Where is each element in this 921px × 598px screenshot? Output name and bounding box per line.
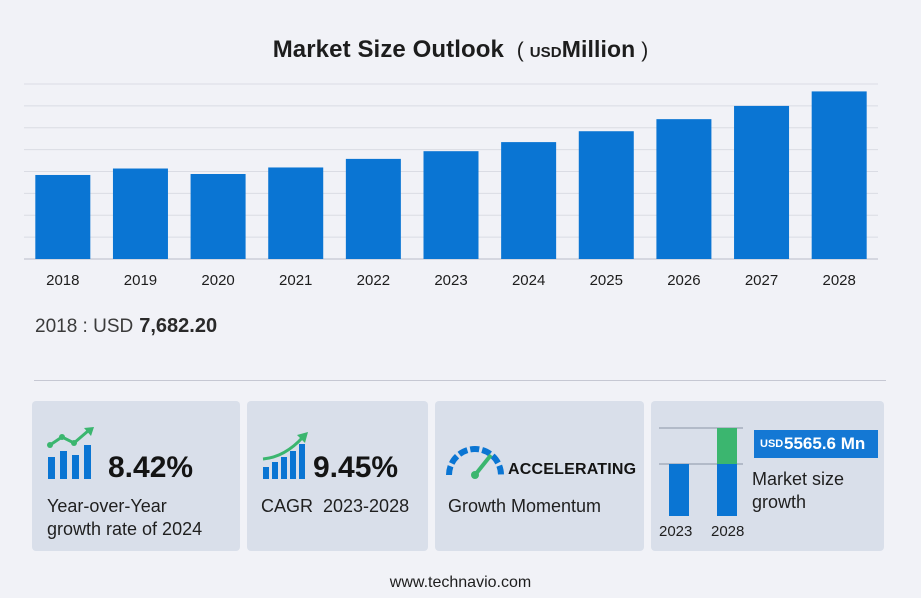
bar-2022 xyxy=(345,158,401,259)
growth-card: 2023 2028 Market size growth xyxy=(651,401,884,551)
bar-trend-icon xyxy=(262,432,308,479)
x-tick-label: 2018 xyxy=(46,272,79,289)
x-tick-label: 2021 xyxy=(279,272,312,289)
x-tick-label: 2020 xyxy=(201,272,234,289)
momentum-label: Growth Momentum xyxy=(448,496,602,516)
growth-label-1: Market size xyxy=(752,469,845,489)
title-unit-name: Million xyxy=(561,36,636,62)
page-title: Market Size Outlook ( USDMillion ) xyxy=(0,36,921,64)
bar-2020 xyxy=(190,174,246,259)
x-tick-label: 2028 xyxy=(822,272,855,289)
growth-year-a: 2023 xyxy=(659,523,693,540)
mini-bar-2028-base xyxy=(717,464,737,516)
yoy-value: 8.42% xyxy=(108,451,194,484)
footer-url: www.technavio.com xyxy=(389,574,532,591)
x-tick-label: 2023 xyxy=(434,272,467,289)
growth-mini-chart xyxy=(659,427,743,516)
value-readout: 2018 : USD 7,682.20 xyxy=(35,315,217,338)
cagr-value: 9.45% xyxy=(313,451,399,484)
x-tick-label: 2026 xyxy=(667,272,700,289)
badge-unit: USD xyxy=(760,438,784,450)
x-tick-label: 2027 xyxy=(745,272,778,289)
momentum-status: ACCELERATING xyxy=(508,461,637,478)
bar-2021 xyxy=(268,167,324,259)
x-tick-label: 2025 xyxy=(590,272,623,289)
bar-2026 xyxy=(656,119,712,259)
x-tick-label: 2019 xyxy=(124,272,157,289)
mini-bar-2028-growth xyxy=(717,428,737,464)
bar-2023 xyxy=(423,151,479,259)
title-main: Market Size Outlook xyxy=(272,36,504,63)
bar-growth-icon xyxy=(47,427,94,479)
growth-label-2: growth xyxy=(752,492,807,512)
bar-2019 xyxy=(112,168,168,259)
growth-year-b: 2028 xyxy=(711,523,745,540)
badge-value: 5565.6 Mn xyxy=(784,434,866,453)
yoy-card: 8.42% Year-over-Year growth rate of 2024 xyxy=(32,401,240,551)
title-unit-prefix: USD xyxy=(529,44,562,61)
growth-badge: USD 5565.6 Mn xyxy=(754,430,878,458)
cagr-card: 9.45% CAGR 2023-2028 xyxy=(247,401,428,551)
x-tick-label: 2024 xyxy=(512,272,545,289)
bar-chart: 2018 2019 2020 2021 2022 2023 2024 2025 2026 2027… xyxy=(24,83,878,289)
bar-2027 xyxy=(734,105,790,259)
bar-2028 xyxy=(811,91,867,260)
momentum-card: ACCELERATING Growth Momentum xyxy=(435,401,644,551)
bar-2024 xyxy=(501,142,557,259)
yoy-label-2: growth rate of 2024 xyxy=(47,519,203,539)
yoy-label-1: Year-over-Year xyxy=(47,496,167,516)
readout-value: 7,682.20 xyxy=(139,315,218,337)
readout-label: 2018 : USD xyxy=(35,316,134,337)
bar-2018 xyxy=(35,174,91,259)
cagr-label: CAGR 2023-2028 xyxy=(261,496,410,516)
bar-2025 xyxy=(578,131,634,259)
divider xyxy=(34,380,886,381)
title-unit: ( USDMillion ) xyxy=(516,36,649,62)
mini-bar-2023 xyxy=(669,464,689,516)
x-tick-label: 2022 xyxy=(357,272,390,289)
speedometer-icon xyxy=(446,446,504,479)
